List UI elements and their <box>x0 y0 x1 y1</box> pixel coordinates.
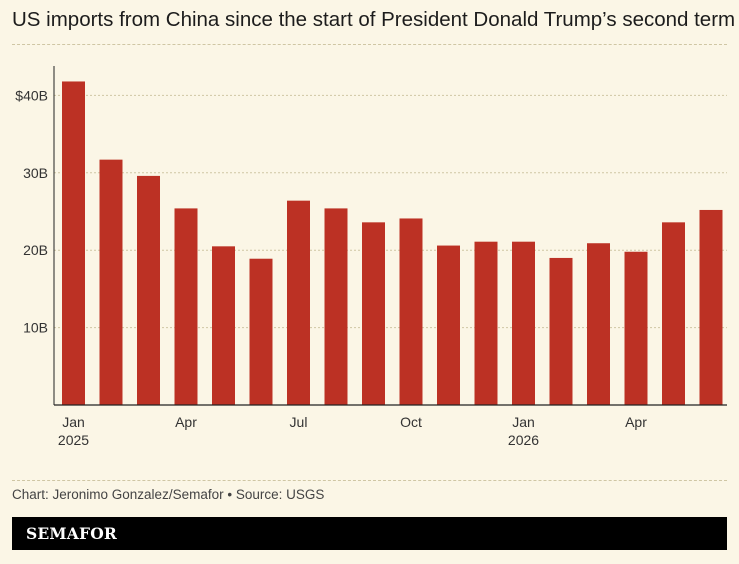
axes: 10B 20B 30B $40B Jan 2025 Apr Jul Oct Jan 2026 Apr <box>15 66 727 448</box>
x-tick-label: Apr <box>175 414 197 430</box>
x-tick-label: Jan <box>512 414 535 430</box>
x-tick-label: Apr <box>625 414 647 430</box>
bar <box>249 258 273 405</box>
semafor-logo: SEMAFOR <box>26 524 117 543</box>
bar <box>624 251 648 405</box>
bar-chart: 10B 20B 30B $40B Jan 2025 Apr Jul Oct Jan 2026 Apr <box>15 66 727 448</box>
bar <box>62 81 85 405</box>
bar <box>212 246 235 405</box>
bar <box>512 241 535 405</box>
bar <box>99 159 123 405</box>
bar <box>662 222 685 405</box>
bars <box>62 81 723 405</box>
title-divider <box>12 44 727 45</box>
y-tick-label: 10B <box>23 320 48 336</box>
x-tick-label: Jan <box>62 414 85 430</box>
bar <box>324 208 348 405</box>
bar <box>399 218 423 405</box>
bar <box>549 257 573 405</box>
y-tick-label: 30B <box>23 165 48 181</box>
bar <box>287 200 310 405</box>
chart-title: US imports from China since the start of… <box>12 8 736 31</box>
bar <box>437 245 460 405</box>
bar <box>587 243 610 405</box>
bar <box>699 209 723 405</box>
gridlines <box>54 94 727 329</box>
y-tick-label: 20B <box>23 242 48 258</box>
x-tick-label: Oct <box>400 414 422 430</box>
bar <box>474 241 498 405</box>
y-tick-label: $40B <box>15 87 48 103</box>
x-tick-year-label: 2025 <box>58 432 89 448</box>
x-tick-year-label: 2026 <box>508 432 539 448</box>
bar <box>362 222 385 405</box>
source-divider <box>12 480 727 481</box>
brand-bar: SEMAFOR <box>12 517 727 550</box>
bar <box>174 208 198 405</box>
x-tick-label: Jul <box>290 414 308 430</box>
source-note: Chart: Jeronimo Gonzalez/Semafor • Sourc… <box>12 487 325 502</box>
bar <box>137 175 160 405</box>
